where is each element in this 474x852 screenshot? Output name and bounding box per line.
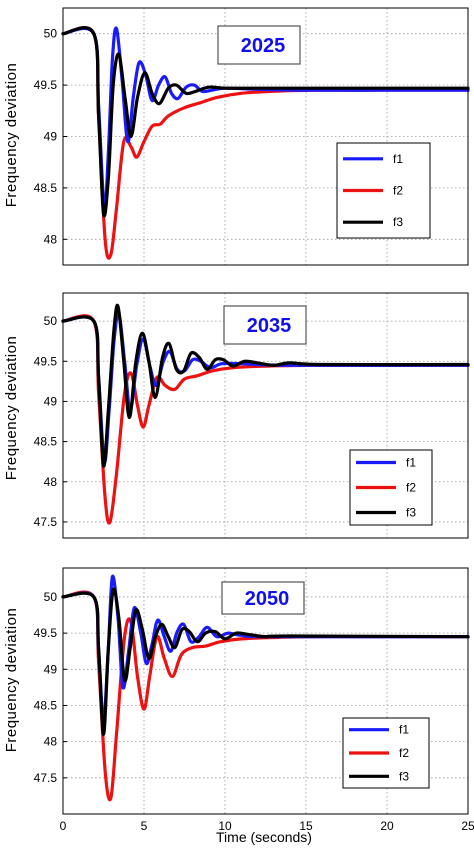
- series-line-f2: [61, 26, 470, 260]
- legend-label-f3: f3: [406, 506, 416, 520]
- y-tick-label: 49.5: [34, 626, 58, 640]
- x-tick-label: 25: [461, 819, 474, 833]
- legend-label-f2: f2: [393, 184, 403, 198]
- axes-frame: [62, 7, 469, 266]
- x-tick-label: 20: [380, 819, 394, 833]
- legend-label-f1: f1: [393, 152, 403, 166]
- y-axis-label: Frequency deviation: [3, 336, 20, 481]
- series-lines: [61, 26, 470, 260]
- axes-frame: [62, 292, 469, 539]
- x-tick-label: 10: [218, 819, 232, 833]
- x-tick-label: 0: [60, 819, 67, 833]
- y-tick-label: 49.5: [34, 78, 58, 92]
- y-tick-label: 48.5: [34, 181, 58, 195]
- series-lines: [61, 303, 470, 525]
- y-tick-label: 48: [44, 232, 58, 246]
- y-axis-label: Frequency deviation: [3, 63, 20, 208]
- year-annotation-box: 2035: [223, 305, 307, 345]
- series-lines: [61, 574, 470, 802]
- year-annotation-text: 2050: [245, 588, 290, 610]
- y-tick-label: 49: [44, 662, 58, 676]
- y-tick-label: 48: [44, 475, 58, 489]
- series-line-f3: [61, 303, 470, 468]
- y-tick-label: 48.5: [34, 435, 58, 449]
- y-tick-label: 49: [44, 130, 58, 144]
- legend-label-f2: f2: [406, 481, 416, 495]
- legend-label-f1: f1: [399, 723, 409, 737]
- legend: f1 f2 f3: [336, 142, 431, 239]
- axes-frame: [62, 567, 469, 815]
- x-tick-labels: 0 5 10 15 20 25: [60, 819, 474, 833]
- y-tick-labels: 50 49.5 49 48.5 48 47.5: [34, 590, 67, 785]
- y-tick-label: 47.5: [34, 771, 58, 785]
- y-tick-label: 47.5: [34, 515, 58, 529]
- y-tick-label: 49.5: [34, 354, 58, 368]
- year-annotation-box: 2025: [217, 25, 301, 65]
- y-tick-label: 50: [44, 314, 58, 328]
- chart-panel-2035: Frequency deviation 50 49.5 49 48.5 48 47.5 2…: [3, 292, 470, 539]
- series-line-f2: [61, 590, 470, 802]
- legend: f1 f2 f3: [349, 449, 433, 526]
- y-tick-label: 48: [44, 735, 58, 749]
- year-annotation-box: 2050: [221, 581, 305, 615]
- y-tick-label: 49: [44, 394, 58, 408]
- y-tick-label: 50: [44, 27, 58, 41]
- legend-label-f3: f3: [393, 215, 403, 229]
- y-tick-label: 50: [44, 590, 58, 604]
- y-tick-labels: 50 49.5 49 48.5 48 47.5: [34, 314, 67, 529]
- y-tick-labels: 50 49.5 49 48.5 48: [34, 27, 67, 246]
- year-annotation-text: 2025: [241, 35, 286, 57]
- x-axis-label: Time (seconds): [216, 829, 312, 845]
- series-line-f3: [61, 26, 470, 218]
- x-tick-label: 5: [141, 819, 148, 833]
- legend-label-f1: f1: [406, 456, 416, 470]
- series-line-f3: [61, 587, 470, 736]
- legend: f1 f2 f3: [342, 717, 430, 789]
- y-axis-label: Frequency deviation: [3, 608, 20, 753]
- legend-label-f2: f2: [399, 746, 409, 760]
- y-tick-label: 48.5: [34, 698, 58, 712]
- year-annotation-text: 2035: [247, 315, 292, 337]
- legend-label-f3: f3: [399, 769, 409, 783]
- x-tick-label: 15: [299, 819, 313, 833]
